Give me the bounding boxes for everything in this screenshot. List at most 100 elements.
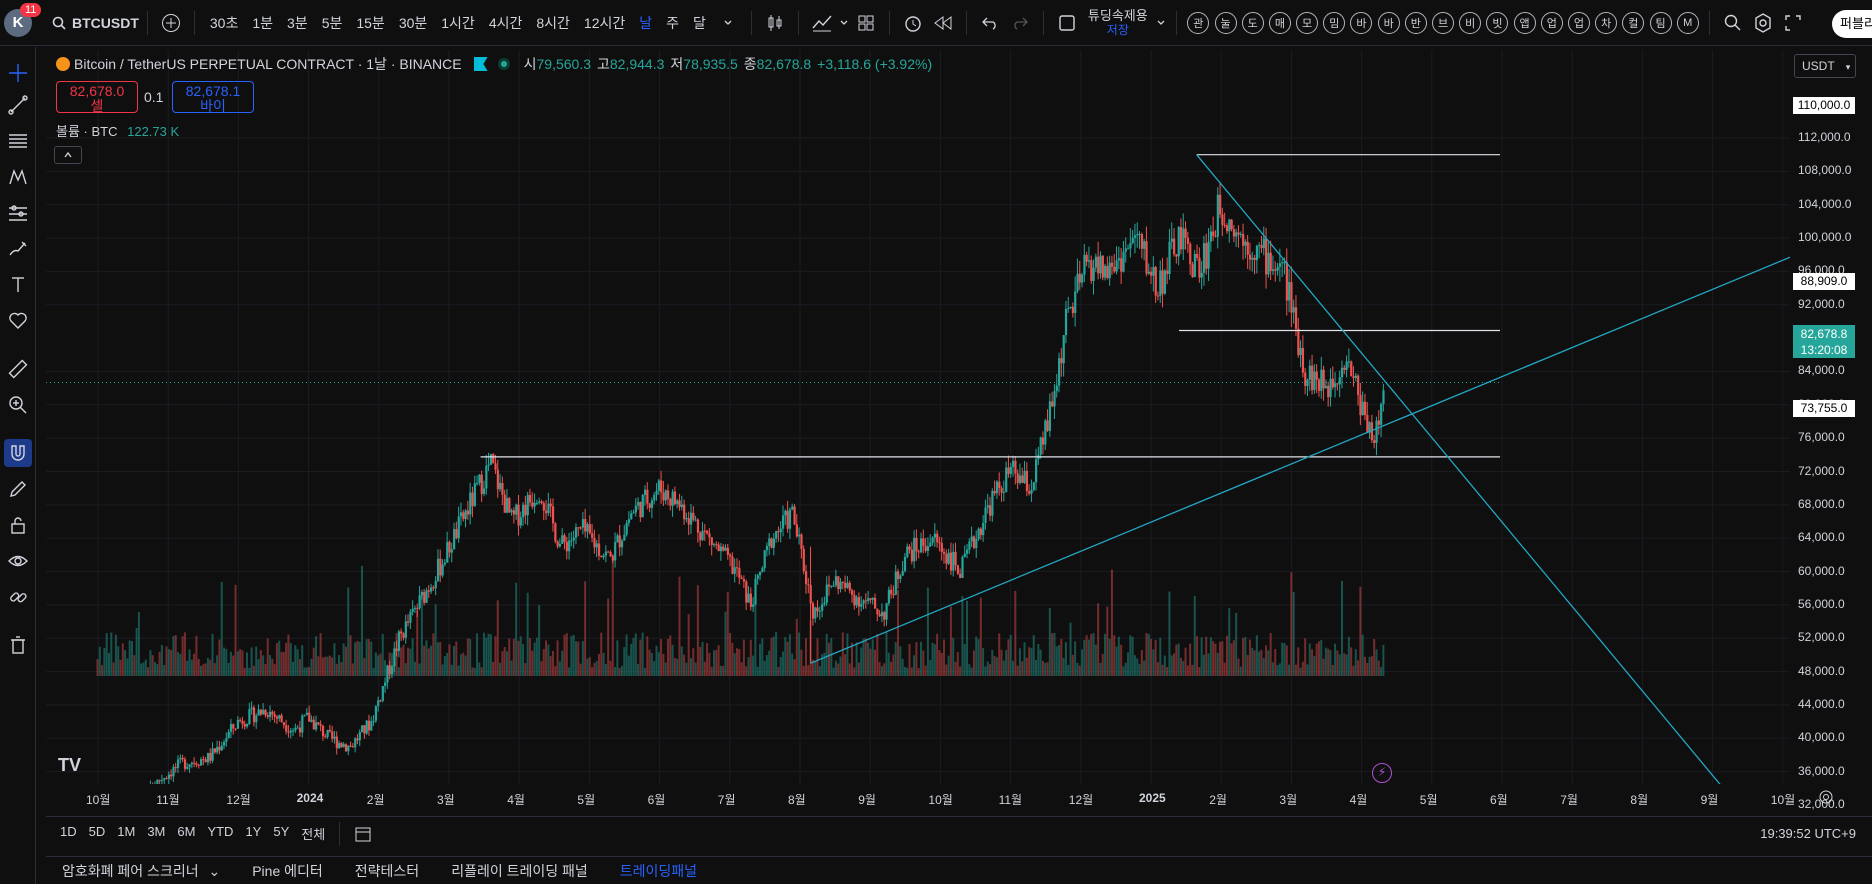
panel-tab-2[interactable]: 전략테스터 (354, 862, 420, 879)
interval-날[interactable]: 날 (639, 14, 653, 31)
indicators-button[interactable] (807, 8, 837, 38)
alert-button[interactable] (898, 8, 928, 38)
utc-clock[interactable]: 19:39:52 UTC+9 (1760, 826, 1856, 841)
interval-30초[interactable]: 30초 (209, 14, 239, 31)
interval-15분[interactable]: 15분 (356, 14, 385, 31)
redo-button[interactable] (1005, 8, 1035, 38)
indicators-dropdown[interactable] (837, 8, 851, 38)
lightning-icon[interactable]: ⚡ (1372, 763, 1392, 783)
quick-search-button[interactable] (1718, 8, 1748, 38)
fullscreen-button[interactable] (1778, 8, 1808, 38)
interval-8시간[interactable]: 8시간 (536, 14, 570, 31)
range-5Y[interactable]: 5Y (273, 824, 290, 839)
forecast-tool[interactable] (4, 199, 32, 227)
range-6M[interactable]: 6M (177, 824, 196, 839)
symbol-title[interactable]: Bitcoin / TetherUS PERPETUAL CONTRACT · … (74, 56, 462, 72)
collapse-legend-button[interactable] (54, 146, 82, 164)
axis-settings-button[interactable] (1818, 789, 1834, 808)
templates-button[interactable] (851, 8, 881, 38)
layout-dropdown[interactable] (1154, 8, 1168, 38)
sell-button[interactable]: 82,678.0 셀 (56, 81, 138, 114)
interval-1시간[interactable]: 1시간 (441, 14, 475, 31)
undo-button[interactable] (975, 8, 1005, 38)
watchlist-shortcut-2[interactable]: 도 (1241, 11, 1264, 34)
symbol-search-button[interactable]: BTCUSDT (52, 15, 139, 31)
range-5D[interactable]: 5D (88, 824, 106, 839)
text-tool[interactable] (4, 271, 32, 299)
buy-button[interactable]: 82,678.1 바이 (172, 81, 254, 114)
watchlist-shortcut-13[interactable]: 업 (1540, 11, 1563, 34)
interval-1분[interactable]: 1분 (252, 14, 274, 31)
notification-badge[interactable]: 11 (20, 2, 42, 17)
interval-12시간[interactable]: 12시간 (583, 14, 626, 31)
publish-button[interactable]: 퍼블리 (1832, 10, 1872, 38)
watchlist-shortcut-18[interactable]: M (1676, 11, 1699, 34)
layout-square-button[interactable] (1052, 8, 1082, 38)
favorite-tool[interactable] (4, 307, 32, 335)
measure-tool[interactable] (4, 355, 32, 383)
range-1Y[interactable]: 1Y (245, 824, 262, 839)
interval-dropdown-button[interactable] (713, 8, 743, 38)
volume-bar (1007, 639, 1010, 676)
remove-drawings-tool[interactable] (4, 631, 32, 659)
watchlist-shortcut-10[interactable]: 비 (1459, 11, 1482, 34)
watchlist-shortcut-7[interactable]: 바 (1377, 11, 1400, 34)
interval-4시간[interactable]: 4시간 (488, 14, 523, 31)
range-3M[interactable]: 3M (147, 824, 166, 839)
interval-30분[interactable]: 30분 (398, 14, 428, 31)
settings-button[interactable] (1748, 8, 1778, 38)
goto-date-button[interactable] (348, 819, 378, 849)
range-1D[interactable]: 1D (60, 824, 77, 839)
range-전체[interactable]: 전체 (301, 827, 326, 842)
currency-select[interactable]: USDT ▾ (1794, 54, 1856, 78)
interval-3분[interactable]: 3분 (287, 14, 308, 31)
watchlist-shortcut-17[interactable]: 팀 (1649, 11, 1672, 34)
hide-tool[interactable] (4, 547, 32, 575)
watchlist-shortcut-16[interactable]: 컬 (1622, 11, 1645, 34)
magnet-tool[interactable] (4, 439, 32, 467)
zoom-tool[interactable] (4, 391, 32, 419)
panel-tab-0[interactable]: 암호화폐 페어 스크리너 ⌄ (62, 862, 221, 879)
replay-button[interactable] (928, 8, 958, 38)
range-YTD[interactable]: YTD (207, 824, 234, 839)
interval-5분[interactable]: 5분 (321, 14, 343, 31)
volume-bar (1182, 661, 1185, 676)
watchlist-shortcut-8[interactable]: 반 (1404, 11, 1427, 34)
range-1M[interactable]: 1M (117, 824, 136, 839)
watchlist-shortcut-5[interactable]: 밈 (1323, 11, 1346, 34)
volume-bar (98, 646, 101, 676)
watchlist-shortcut-1[interactable]: 눌 (1214, 11, 1237, 34)
panel-tab-4[interactable]: 트레이딩패널 (619, 862, 698, 879)
layout-name-button[interactable]: 튜딩속제용 저장 (1088, 8, 1148, 37)
add-symbol-button[interactable] (156, 8, 186, 38)
lock-tool[interactable] (4, 511, 32, 539)
link-tool[interactable] (4, 583, 32, 611)
volume-bar (763, 660, 766, 676)
pattern-tool[interactable] (4, 163, 32, 191)
user-avatar[interactable]: K 11 (4, 2, 42, 37)
panel-tab-1[interactable]: Pine 에디터 (252, 862, 323, 879)
fib-tool[interactable] (4, 127, 32, 155)
volume-legend[interactable]: 볼륨 · BTC 122.73 K (56, 121, 179, 140)
candle-body (319, 724, 322, 726)
watchlist-shortcut-3[interactable]: 매 (1268, 11, 1291, 34)
candle-body (328, 729, 332, 732)
trendline-tool[interactable] (4, 91, 32, 119)
tradingview-logo-icon[interactable]: TV (58, 755, 82, 775)
watchlist-shortcut-0[interactable]: 관 (1187, 11, 1210, 34)
watchlist-shortcut-9[interactable]: 브 (1432, 11, 1455, 34)
watchlist-shortcut-15[interactable]: 차 (1595, 11, 1618, 34)
interval-달[interactable]: 달 (693, 14, 706, 31)
watchlist-shortcut-6[interactable]: 바 (1350, 11, 1373, 34)
brush-tool[interactable] (4, 235, 32, 263)
panel-tab-3[interactable]: 리플레이 트레이딩 패널 (451, 862, 588, 879)
lock-drawing-tool[interactable] (4, 475, 32, 503)
watchlist-shortcut-11[interactable]: 빗 (1486, 11, 1509, 34)
watchlist-shortcut-14[interactable]: 업 (1567, 11, 1590, 34)
crosshair-tool[interactable] (4, 59, 32, 87)
watchlist-shortcut-12[interactable]: 앱 (1513, 11, 1536, 34)
interval-주[interactable]: 주 (666, 14, 680, 31)
watchlist-shortcut-4[interactable]: 모 (1296, 11, 1319, 34)
price-chart[interactable] (46, 50, 1790, 784)
chart-type-button[interactable] (760, 8, 790, 38)
